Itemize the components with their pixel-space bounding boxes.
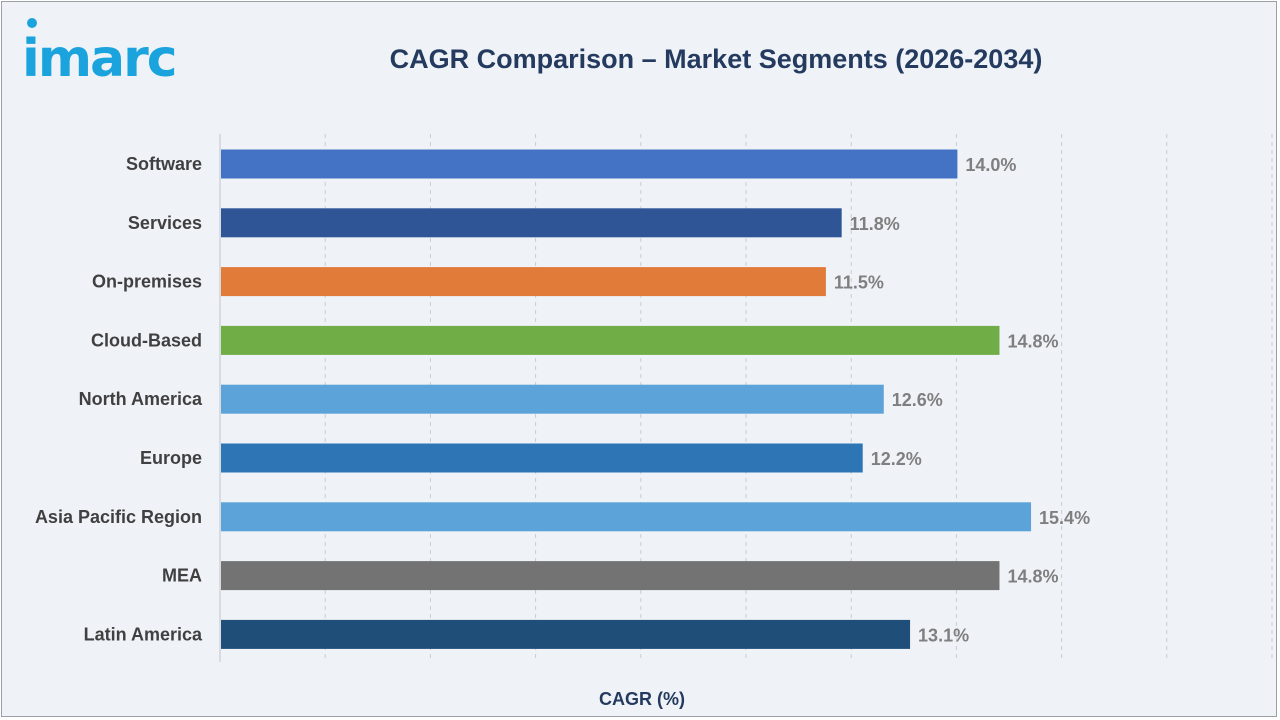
data-label: 12.2% <box>871 449 922 469</box>
category-label: Asia Pacific Region <box>35 507 202 527</box>
category-label: On-premises <box>92 272 202 292</box>
data-label: 15.4% <box>1039 508 1090 528</box>
data-label: 11.5% <box>834 273 884 293</box>
logo-text: imarc <box>22 29 176 86</box>
data-label: 14.0% <box>965 155 1016 175</box>
bar <box>221 561 1000 591</box>
x-axis-title: CAGR (%) <box>599 689 685 709</box>
bar <box>221 384 884 414</box>
data-label: 13.1% <box>918 625 969 645</box>
imarc-logo: imarc <box>22 18 178 86</box>
category-label: Services <box>128 213 202 233</box>
bar <box>221 502 1032 532</box>
bar <box>221 619 911 649</box>
bar <box>221 443 863 473</box>
category-label: Europe <box>140 448 202 468</box>
bar <box>221 325 1000 355</box>
data-label: 14.8% <box>1007 331 1058 351</box>
logo-dot <box>27 18 37 28</box>
data-label: 11.8% <box>850 214 900 234</box>
chart-title: CAGR Comparison – Market Segments (2026-… <box>389 44 1043 74</box>
category-label: North America <box>79 389 203 409</box>
category-label: Latin America <box>84 624 203 644</box>
bar <box>221 208 842 238</box>
data-label: 12.6% <box>892 390 943 410</box>
category-label: Software <box>126 154 202 174</box>
bar <box>221 149 958 179</box>
bar <box>221 267 826 297</box>
data-label: 14.8% <box>1007 567 1058 587</box>
category-label: MEA <box>162 566 202 586</box>
category-label: Cloud-Based <box>91 330 202 350</box>
